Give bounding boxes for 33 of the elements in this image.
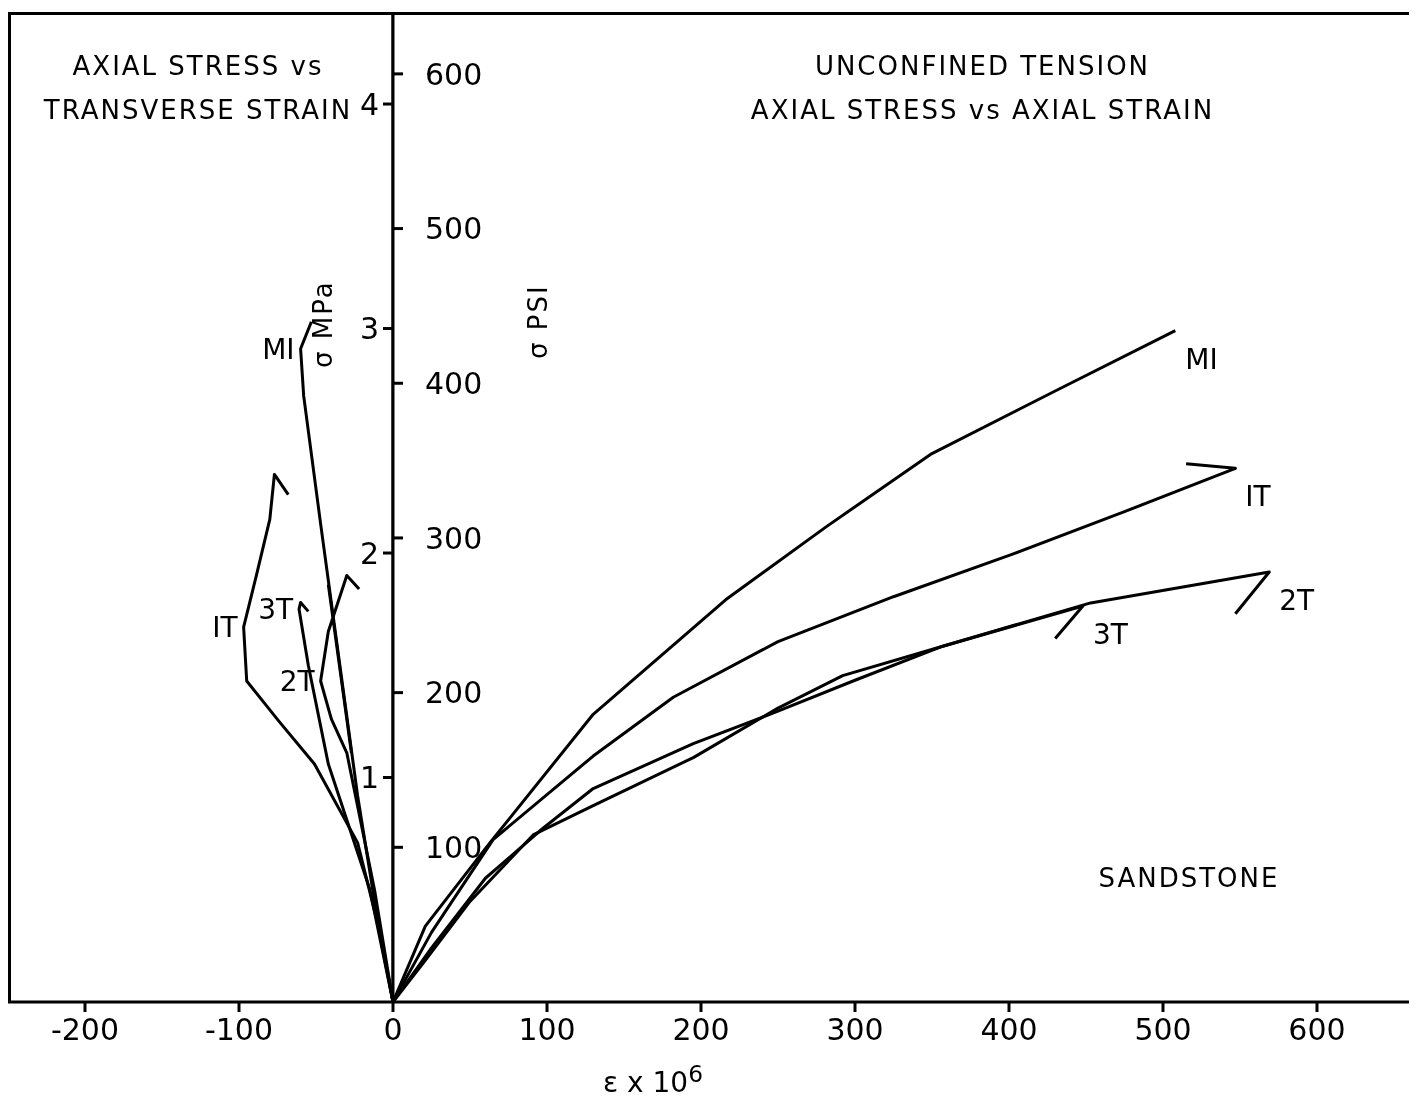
y-tick-label: 400 [425,365,483,401]
text: AXIAL STRESS vs AXIAL STRAIN [749,94,1216,127]
x-tick-label: 600 [1288,1012,1346,1047]
x-tick-label: 100 [518,1012,576,1047]
y-axis-title: σ PSI [523,283,553,359]
x-axis-title: ε x 10$^{6}$ [602,1060,704,1100]
x-tick-label: -200 [50,1012,120,1047]
y-tick-label: 3 [359,311,379,347]
text: AXIAL STRESS vs TRANSVERSE STRAIN [43,51,353,125]
x-tick-label: 0 [383,1012,403,1047]
x-tick-label: 200 [672,1012,730,1047]
series-label: IT [1245,480,1272,514]
series-label: MI [262,332,295,366]
x-tick-label: 400 [980,1012,1038,1047]
y-tick-label: 200 [425,675,483,711]
y-tick-label: 300 [425,520,483,556]
y-tick-label: 500 [425,211,483,247]
series-label: IT [212,611,239,645]
y-tick-label: 100 [425,829,483,865]
y-tick-label: 600 [425,56,483,92]
series-label: 3T [1092,618,1129,651]
series-label: MI [1185,342,1218,376]
y-tick-label: 2 [359,535,379,571]
x-tick-label: -100 [204,1012,274,1047]
series-label: 2T [1279,583,1316,617]
x-tick-label: 300 [826,1012,884,1047]
y-tick-label: 4 [359,86,379,122]
text: UNCONFINED TENSION [813,50,1152,83]
x-tick-label: 500 [1134,1012,1192,1047]
y-tick-label: 1 [359,760,379,796]
annotation: SANDSTONE [1098,863,1280,894]
series-label: 3T [258,593,294,627]
y-axis-title: σ MPa [308,280,338,369]
